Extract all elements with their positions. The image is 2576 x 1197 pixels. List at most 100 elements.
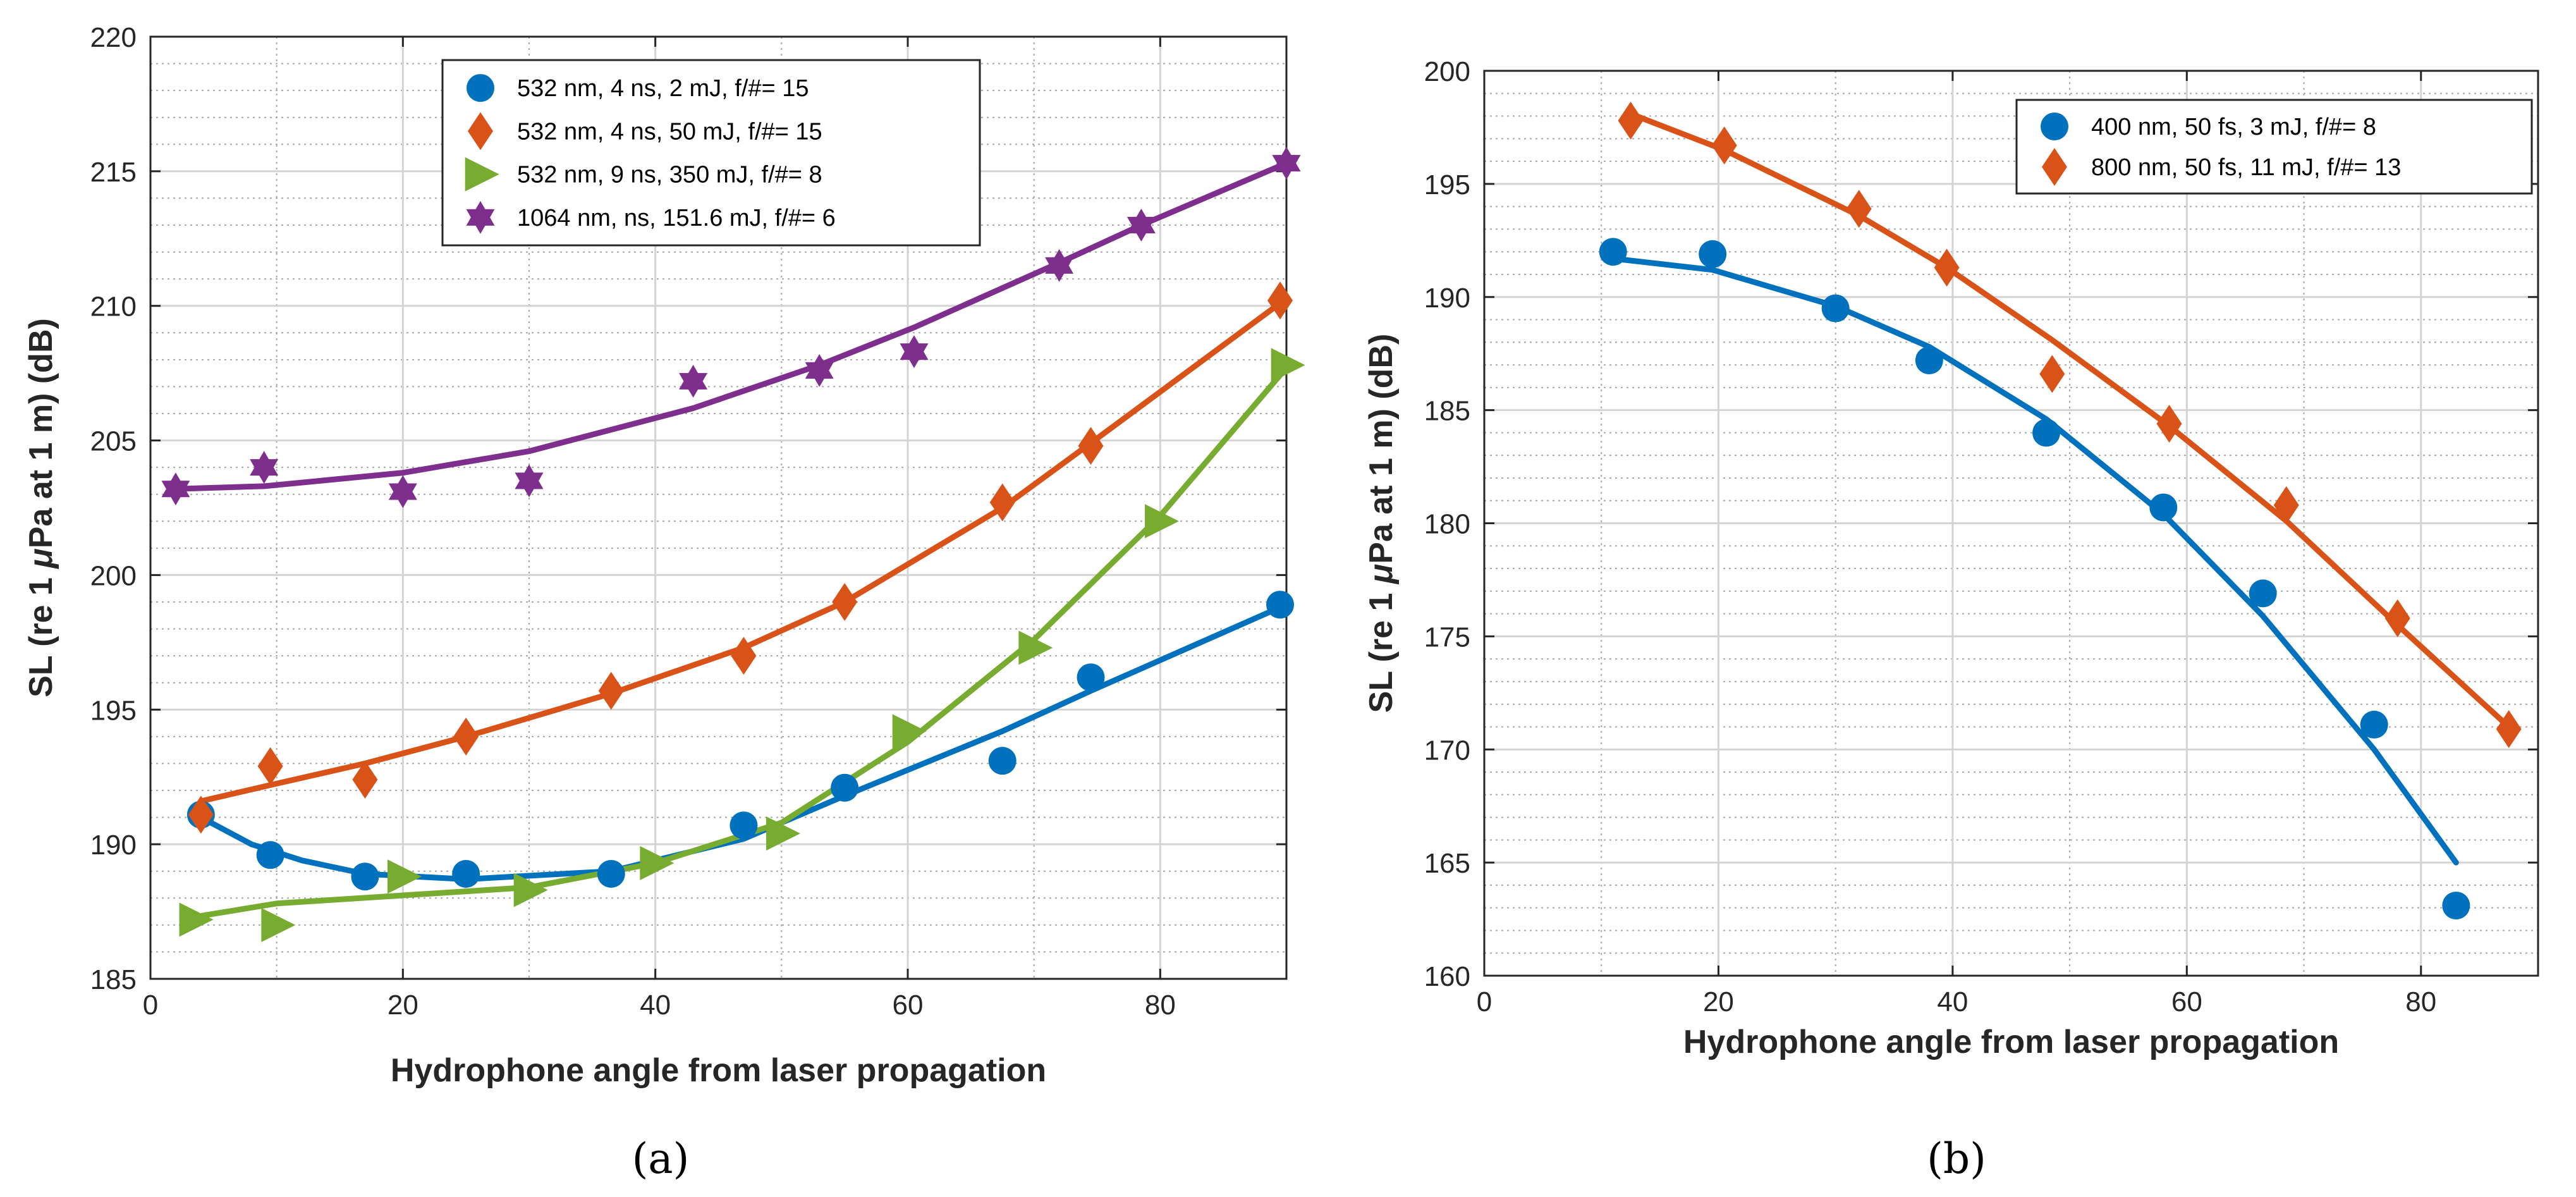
chart-panel-a: 0 20 40 60 80 185 190 195 200 205 210 215 220 Hydroph… — [23, 22, 1305, 1183]
data-point — [351, 862, 379, 891]
y-tick-label: 195 — [1424, 169, 1470, 200]
data-point — [1126, 209, 1156, 242]
legend-entry: 532 nm, 4 ns, 50 mJ, f/#= 15 — [517, 118, 822, 145]
data-point — [2039, 355, 2065, 393]
data-point — [161, 472, 190, 506]
y-tick-label: 185 — [90, 964, 137, 995]
legend-marker — [2042, 148, 2067, 186]
data-point — [1934, 249, 1960, 287]
series-3-markers — [179, 348, 1305, 942]
data-point — [831, 773, 859, 802]
panel-label: (a) — [632, 1134, 690, 1183]
data-point — [1821, 294, 1850, 322]
x-tick-label: 80 — [1145, 990, 1176, 1021]
data-point — [256, 841, 284, 869]
data-point — [900, 335, 929, 369]
data-point — [2149, 493, 2178, 522]
y-tick-label: 165 — [1424, 848, 1470, 879]
data-point — [766, 816, 801, 851]
data-point — [2156, 405, 2182, 443]
legend-marker — [467, 74, 494, 102]
data-point — [679, 364, 708, 398]
data-point — [1272, 147, 1301, 180]
series-2 — [198, 300, 1283, 804]
data-point — [388, 475, 417, 508]
y-tick-label: 190 — [1424, 283, 1470, 314]
data-point — [729, 811, 758, 840]
data-point — [2360, 710, 2388, 739]
x-tick-label: 20 — [1703, 986, 1734, 1017]
data-point — [805, 353, 834, 387]
data-point — [2384, 599, 2410, 637]
legend-box — [441, 59, 981, 247]
x-tick-label: 40 — [1937, 986, 1968, 1017]
x-tick-label: 0 — [1477, 986, 1492, 1017]
data-point — [452, 859, 480, 888]
data-point — [1267, 281, 1293, 320]
y-tick-label: 215 — [90, 157, 137, 188]
data-point — [989, 483, 1015, 522]
legend: 400 nm, 50 fs, 3 mJ, f/#= 8 800 nm, 50 fs… — [2015, 99, 2533, 195]
data-point — [1078, 427, 1104, 465]
data-point — [188, 795, 214, 834]
data-point — [988, 747, 1016, 775]
ticks: 0 20 40 60 80 185 190 195 200 205 210 215 220 — [90, 22, 1286, 1021]
series-fit-line — [192, 365, 1290, 920]
data-point — [2273, 486, 2299, 524]
data-point — [388, 859, 422, 894]
series-fit-line — [198, 300, 1283, 804]
y-tick-label: 205 — [90, 426, 137, 457]
y-tick-label: 180 — [1424, 509, 1470, 540]
y-axis-label: SL (re 1 μPa at 1 m) (dB) — [23, 318, 59, 697]
series-fit-line — [1628, 111, 2512, 730]
data-point — [1266, 591, 1295, 619]
data-point — [1599, 238, 1627, 266]
axes-box — [149, 35, 1288, 980]
chart-panel-b: 0 20 40 60 80 160 165 170 175 180 185 190 195 200 Hydr… — [1363, 56, 2539, 1183]
series-2-markers — [188, 281, 1293, 834]
x-axis-label: Hydrophone angle from laser propagation — [1683, 1024, 2339, 1060]
data-point — [515, 464, 544, 498]
legend-marker — [468, 112, 493, 150]
data-point — [1145, 504, 1180, 539]
data-point — [179, 902, 214, 937]
series-2-markers — [1618, 101, 2522, 749]
y-tick-label: 220 — [90, 22, 137, 53]
data-point — [1711, 126, 1737, 165]
x-tick-label: 60 — [893, 990, 924, 1021]
x-tick-label: 40 — [640, 990, 671, 1021]
y-tick-label: 200 — [90, 560, 137, 591]
series-1-markers — [186, 591, 1295, 891]
ticks: 0 20 40 60 80 160 165 170 175 180 185 190 195 200 — [1424, 56, 2538, 1017]
data-point — [250, 451, 279, 484]
data-point — [1699, 240, 1727, 268]
legend-entry: 400 nm, 50 fs, 3 mJ, f/#= 8 — [2091, 114, 2376, 140]
y-tick-label: 185 — [1424, 396, 1470, 427]
legend-marker — [465, 157, 499, 192]
legend-entry: 800 nm, 50 fs, 11 mJ, f/#= 13 — [2091, 154, 2401, 181]
data-point — [2249, 579, 2277, 608]
series-4-markers — [161, 147, 1301, 508]
data-point — [832, 583, 858, 621]
x-tick-label: 20 — [388, 990, 418, 1021]
x-tick-label: 80 — [2405, 986, 2436, 1017]
series-fit-line — [173, 160, 1290, 492]
panel-label: (b) — [1927, 1134, 1986, 1183]
y-tick-label: 200 — [1424, 56, 1470, 87]
data-point — [257, 747, 283, 785]
data-point — [453, 717, 479, 756]
data-point — [1846, 190, 1872, 228]
y-tick-label: 195 — [90, 695, 137, 726]
data-point — [1618, 101, 1644, 140]
data-point — [2032, 419, 2061, 447]
y-tick-label: 210 — [90, 292, 137, 322]
legend-marker — [466, 200, 495, 234]
series-4 — [173, 160, 1290, 492]
legend-box — [2015, 99, 2533, 195]
y-tick-label: 160 — [1424, 961, 1470, 992]
data-point — [261, 907, 296, 942]
y-tick-label: 175 — [1424, 622, 1470, 653]
legend-marker — [2041, 113, 2068, 140]
